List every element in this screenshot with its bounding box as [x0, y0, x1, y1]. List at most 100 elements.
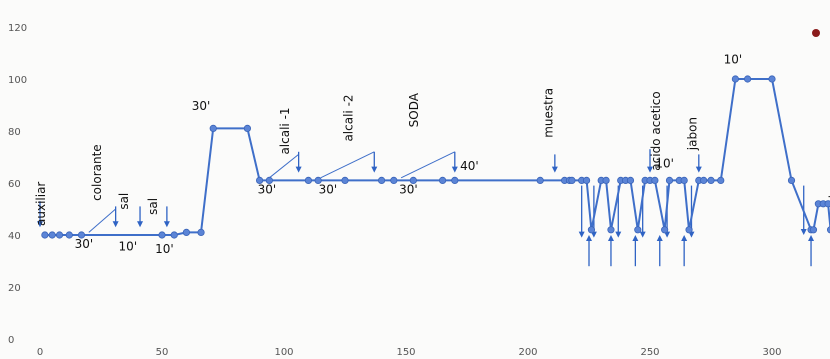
down-arrow: [112, 206, 119, 228]
data-point: [809, 226, 818, 234]
data-point: [661, 226, 669, 234]
data-point: [717, 176, 725, 184]
dosing-arrows: [37, 149, 815, 267]
data-point: [182, 228, 190, 236]
duration-label: 30': [192, 99, 211, 113]
down-arrow: [451, 151, 458, 173]
x-axis-ticks: 0 50 100 150 200 250 300: [37, 347, 782, 358]
data-point: [377, 176, 386, 184]
data-point: [665, 176, 674, 184]
y-tick-label: 20: [8, 283, 21, 294]
down-arrow-head: [639, 231, 646, 238]
data-point: [680, 176, 688, 184]
y-tick-label: 0: [8, 335, 14, 346]
step-annotation: sal: [146, 198, 160, 215]
ramp-line: [269, 154, 299, 179]
step-annotation: muestra: [541, 88, 555, 138]
data-point: [582, 176, 591, 184]
x-tick-label: 150: [396, 347, 415, 358]
data-point: [731, 75, 740, 83]
down-arrow-head: [578, 231, 585, 238]
down-arrow-head: [695, 166, 702, 173]
x-tick-label: 250: [640, 347, 659, 358]
up-arrow: [632, 235, 639, 267]
down-arrow-head: [647, 166, 653, 173]
ramp-line: [320, 151, 375, 179]
data-point: [743, 75, 752, 83]
series-line: [44, 78, 830, 236]
duration-label: 10': [119, 240, 138, 254]
down-arrow-head: [137, 221, 144, 228]
x-tick-label: 0: [37, 347, 43, 358]
step-annotation: SODA: [407, 92, 421, 127]
step-annotation: jabon: [685, 117, 699, 151]
data-point: [700, 176, 708, 184]
data-point: [536, 176, 544, 184]
down-arrow-head: [371, 166, 378, 173]
data-point: [409, 176, 417, 184]
up-arrow-head: [681, 235, 688, 241]
y-tick-label: 60: [8, 179, 21, 190]
data-point: [826, 226, 830, 234]
up-arrow: [681, 235, 688, 267]
up-arrow: [586, 235, 592, 267]
down-arrow: [163, 206, 170, 228]
y-axis-ticks: 0 20 40 60 80 100 120: [8, 23, 27, 346]
data-points: [41, 75, 830, 239]
red-dot-mark: [812, 29, 820, 37]
up-arrow-head: [632, 235, 639, 241]
data-point: [265, 176, 273, 184]
data-point: [568, 176, 576, 184]
data-point: [158, 231, 166, 239]
step-labels: auxiliar colorante sal sal alcali -1 alcali -…: [34, 52, 830, 256]
up-arrow-head: [607, 235, 614, 241]
data-point: [587, 226, 596, 234]
ramp-line: [400, 151, 456, 179]
y-tick-label: 80: [8, 127, 21, 138]
down-arrow: [137, 206, 144, 228]
down-arrow: [800, 185, 807, 235]
data-point: [602, 176, 610, 184]
duration-label: 30': [75, 237, 94, 251]
step-annotation: colorante: [90, 144, 104, 201]
down-arrow: [551, 154, 558, 173]
up-arrow-head: [656, 235, 663, 241]
data-point: [65, 231, 73, 239]
data-point: [634, 226, 642, 234]
data-point: [197, 228, 205, 236]
down-arrow-head: [800, 229, 807, 235]
data-point: [607, 226, 615, 234]
down-arrow: [37, 201, 43, 228]
down-arrow: [695, 154, 702, 173]
step-annotation: sal: [117, 193, 131, 210]
data-point: [304, 176, 312, 184]
up-arrow: [808, 235, 815, 267]
duration-label: 10': [655, 156, 674, 170]
duration-label: 40': [460, 159, 479, 173]
data-point: [170, 231, 178, 239]
x-tick-label: 300: [762, 347, 781, 358]
down-arrow-head: [37, 221, 43, 228]
step-annotation: auxiliar: [34, 182, 48, 226]
data-point: [787, 176, 796, 184]
data-point: [77, 231, 86, 239]
step-annotation: descarga: [827, 148, 830, 203]
down-arrow-head: [615, 231, 622, 238]
down-arrow-head: [163, 221, 170, 228]
data-point: [341, 176, 349, 184]
data-point: [255, 176, 264, 184]
data-point: [55, 231, 64, 239]
data-point: [209, 124, 217, 132]
duration-label: 30': [399, 182, 418, 196]
data-point: [390, 176, 398, 184]
data-point: [685, 226, 693, 234]
data-point: [41, 231, 49, 239]
down-arrow-head: [295, 166, 302, 173]
data-point: [824, 200, 830, 208]
y-tick-label: 40: [8, 231, 21, 242]
data-point: [768, 75, 776, 83]
data-point: [651, 176, 659, 184]
down-arrow: [371, 151, 378, 173]
down-arrow-head: [551, 166, 558, 173]
